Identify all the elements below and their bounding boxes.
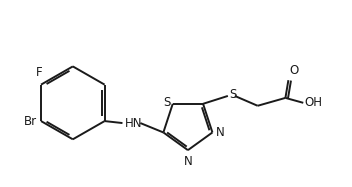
Text: Br: Br <box>24 115 37 128</box>
Text: HN: HN <box>125 117 142 130</box>
Text: N: N <box>183 155 192 168</box>
Text: F: F <box>36 66 42 79</box>
Text: N: N <box>215 126 224 139</box>
Text: O: O <box>289 64 298 77</box>
Text: S: S <box>163 96 171 109</box>
Text: S: S <box>229 88 236 101</box>
Text: OH: OH <box>304 96 322 109</box>
